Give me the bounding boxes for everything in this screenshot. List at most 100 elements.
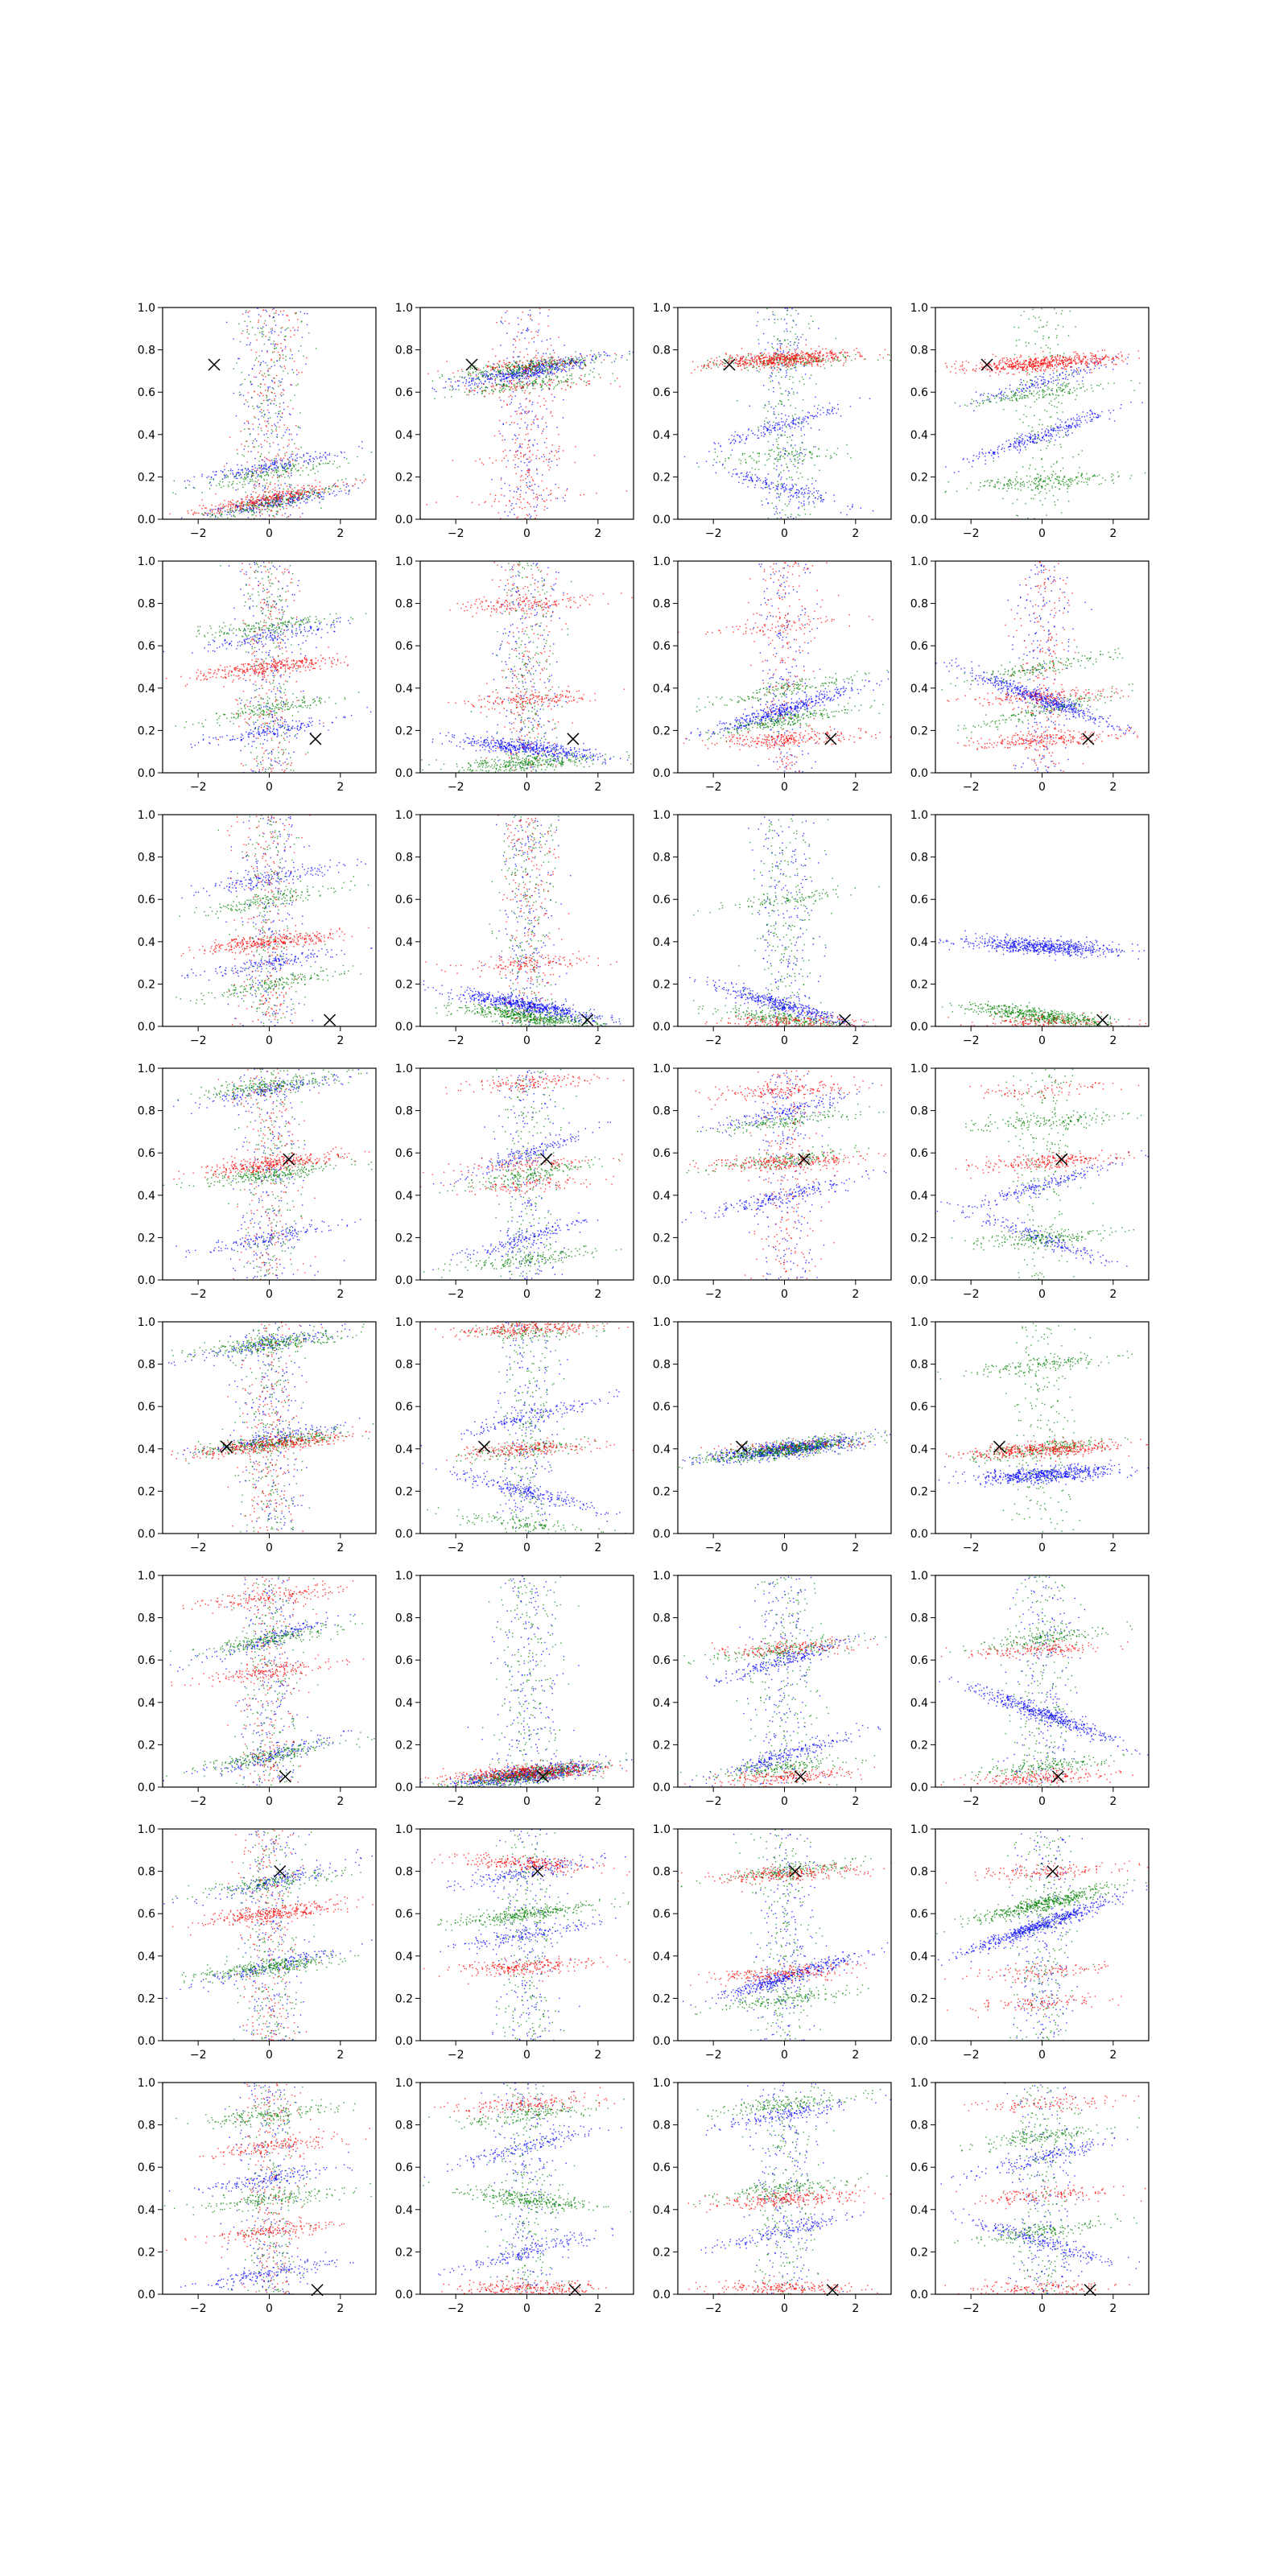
point xyxy=(476,383,477,385)
point xyxy=(527,514,529,517)
point xyxy=(577,358,579,360)
point xyxy=(779,387,782,389)
point xyxy=(240,469,242,471)
point xyxy=(260,427,262,429)
point xyxy=(527,444,529,445)
point xyxy=(481,393,483,394)
point xyxy=(270,331,272,332)
point xyxy=(531,478,534,481)
point xyxy=(268,502,270,505)
point xyxy=(831,365,832,366)
point xyxy=(308,491,310,493)
point xyxy=(469,390,471,392)
point xyxy=(840,512,842,514)
point xyxy=(474,390,476,392)
point xyxy=(582,360,584,361)
point xyxy=(522,369,524,371)
point xyxy=(528,393,530,394)
point xyxy=(789,354,791,356)
point xyxy=(808,503,810,506)
point xyxy=(215,515,217,517)
point xyxy=(802,333,803,336)
point xyxy=(313,458,315,460)
point xyxy=(290,336,291,338)
point xyxy=(216,485,217,486)
point xyxy=(776,508,778,510)
point xyxy=(276,506,278,507)
point xyxy=(431,380,433,382)
point xyxy=(541,360,543,361)
point xyxy=(473,384,476,386)
point xyxy=(273,308,275,310)
point xyxy=(543,404,545,406)
point xyxy=(489,374,491,376)
point xyxy=(246,503,248,505)
point xyxy=(593,368,595,369)
point xyxy=(281,503,283,505)
point xyxy=(721,464,724,466)
point xyxy=(830,361,832,363)
point xyxy=(227,511,229,513)
point xyxy=(250,342,251,344)
point xyxy=(324,487,327,489)
point xyxy=(826,449,828,451)
point xyxy=(819,355,821,357)
point xyxy=(532,366,534,369)
point xyxy=(288,467,290,469)
point xyxy=(815,357,818,359)
point xyxy=(532,365,534,367)
point xyxy=(275,499,278,502)
point xyxy=(796,345,799,347)
point xyxy=(526,458,528,460)
point xyxy=(535,349,538,352)
point xyxy=(751,457,753,460)
point xyxy=(256,406,258,407)
point xyxy=(313,491,316,493)
point xyxy=(270,432,273,434)
point xyxy=(276,466,278,468)
point xyxy=(714,448,716,450)
point xyxy=(790,427,791,430)
point xyxy=(626,359,628,361)
point xyxy=(266,496,268,497)
point xyxy=(486,378,489,380)
point xyxy=(549,357,551,359)
point xyxy=(745,362,747,364)
point xyxy=(263,460,266,463)
point xyxy=(271,470,274,472)
point xyxy=(477,386,478,387)
point xyxy=(533,497,535,500)
point xyxy=(279,357,281,360)
point xyxy=(327,454,328,456)
point xyxy=(724,362,726,365)
point xyxy=(269,339,270,341)
point xyxy=(565,362,567,364)
point xyxy=(252,405,254,407)
point xyxy=(819,409,821,411)
point xyxy=(263,471,265,473)
point xyxy=(536,364,539,365)
point xyxy=(275,395,277,397)
point xyxy=(533,383,535,385)
point xyxy=(312,490,314,492)
point xyxy=(256,500,258,502)
point xyxy=(781,362,782,364)
point xyxy=(629,350,630,353)
point xyxy=(833,494,835,496)
point xyxy=(266,472,267,473)
point xyxy=(242,313,244,315)
point xyxy=(264,456,266,458)
point xyxy=(452,388,454,390)
point xyxy=(550,412,551,414)
point xyxy=(756,361,758,363)
point xyxy=(507,365,509,367)
point xyxy=(506,404,508,406)
point xyxy=(242,478,244,480)
point xyxy=(292,497,294,499)
point xyxy=(828,409,830,411)
point xyxy=(528,342,530,344)
point xyxy=(258,314,260,316)
point xyxy=(848,356,851,357)
point xyxy=(276,415,279,418)
